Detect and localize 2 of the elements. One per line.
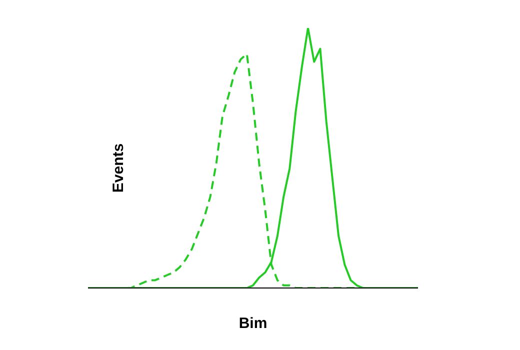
y-axis-title: Events	[110, 143, 127, 193]
x-axis-title: Bim	[238, 315, 268, 332]
